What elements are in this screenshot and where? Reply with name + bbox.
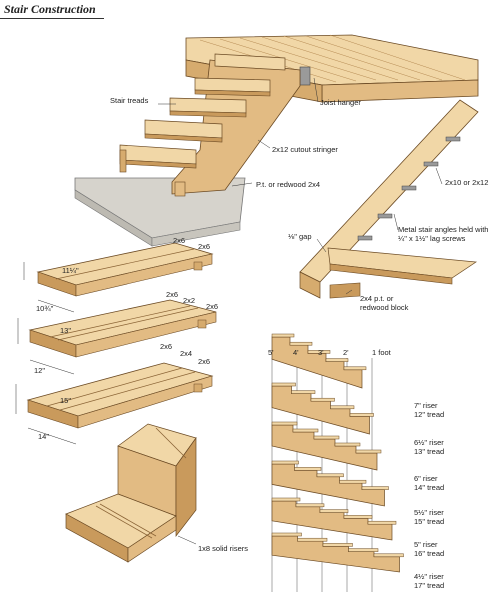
- ratio-6-tread-cap: [297, 537, 328, 542]
- ratio-2-tread-cap: [330, 405, 355, 410]
- tread1-depth: 11¼": [62, 266, 79, 275]
- scale-mark-3ft: 3': [318, 348, 324, 357]
- ratio-1-tread-cap: [289, 341, 313, 346]
- ratio-4-tread-cap: [271, 460, 299, 465]
- ratio-5-tread-cap: [343, 515, 373, 519]
- label-cutout-stringer: 2x12 cutout stringer: [272, 145, 338, 154]
- ratio-2-tread-cap: [271, 382, 296, 387]
- ratio-3-tread-cap: [292, 428, 319, 433]
- solid-risers-view: [65, 423, 197, 563]
- ratio-stringer-1: [271, 336, 363, 389]
- ratio-4-riser: 5½" riser: [414, 508, 444, 517]
- tread1-board-2: 2x6: [198, 242, 211, 251]
- title-underline: [0, 18, 104, 19]
- tread1-board-1: 2x6: [173, 236, 186, 245]
- label-block: 2x4 p.t. or redwood block: [360, 294, 409, 312]
- ratio-6-tread-cap: [348, 548, 379, 552]
- tread2-board-1: 2x6: [166, 290, 179, 299]
- ratio-4-tread: 15" tread: [414, 517, 445, 526]
- ratio-1-tread-cap: [343, 366, 367, 371]
- ratio-1-tread-cap: [271, 333, 295, 338]
- ratio-3-tread-cap: [271, 421, 298, 426]
- figure-title: Stair Construction: [4, 2, 96, 16]
- ratio-3-riser: 6" riser: [414, 474, 438, 483]
- scale-mark-4ft: 4': [293, 348, 299, 357]
- scale-mark-2ft: 2': [343, 348, 349, 357]
- ratio-6-riser: 4½" riser: [414, 572, 444, 581]
- ratio-2-tread: 13" tread: [414, 447, 445, 456]
- tread2-board-2: 2x2: [183, 296, 196, 305]
- tread2-depth: 13": [60, 326, 72, 335]
- label-solid-risers: 1x8 solid risers: [198, 544, 249, 553]
- dimension-lines: [15, 262, 77, 445]
- label-gap: ⅛" gap: [288, 232, 312, 241]
- tread3-depth: 15": [60, 396, 72, 405]
- ratio-4-tread-cap: [316, 473, 344, 478]
- tread2-board-3: 2x6: [206, 302, 219, 311]
- ratio-2-riser: 6½" riser: [414, 438, 444, 447]
- ratio-1-tread-cap: [307, 350, 331, 354]
- ratio-5-tread-cap: [271, 497, 301, 502]
- ratio-3-tread-cap: [334, 442, 361, 447]
- ratio-1-tread-cap: [325, 358, 349, 362]
- main-stair-view: [74, 34, 479, 247]
- ratio-4-tread-cap: [294, 467, 322, 471]
- ratio-6-tread: 17" tread: [414, 581, 445, 590]
- ratio-5-tread-cap: [367, 520, 397, 525]
- ratio-5-tread-cap: [319, 509, 349, 513]
- support-block: [329, 282, 361, 299]
- ratio-4-tread-cap: [361, 486, 389, 490]
- ratio-3-tread-cap: [355, 449, 382, 454]
- label-metal-angles: Metal stair angles held with ¼" x 1½" la…: [398, 225, 489, 243]
- ratio-1-riser: 7" riser: [414, 401, 438, 410]
- riser-tread-ratios: [271, 333, 404, 592]
- stair-steps: [119, 53, 286, 197]
- tread3-board-2: 2x4: [180, 349, 193, 358]
- side-stringer-view: [299, 99, 479, 299]
- ratio-6-tread-cap: [271, 532, 302, 537]
- tread2-width: 12": [34, 366, 46, 375]
- ratio-2-tread-cap: [291, 390, 316, 394]
- label-pt-redwood: P.t. or redwood 2x4: [256, 180, 321, 189]
- label-joist-hanger: Joist hanger: [320, 98, 361, 107]
- ratio-5-tread: 16" tread: [414, 549, 445, 558]
- joist-hanger-icon: [299, 66, 311, 86]
- label-stringer-size: 2x10 or 2x12: [445, 178, 489, 187]
- ratio-2-tread-cap: [349, 413, 374, 417]
- tread3-board-1: 2x6: [160, 342, 173, 351]
- ratio-2-tread-cap: [310, 397, 335, 402]
- ratio-3-tread: 14" tread: [414, 483, 445, 492]
- tread3-width: 14": [38, 432, 50, 441]
- tread-options: [15, 242, 217, 445]
- ratio-1-tread: 12" tread: [414, 410, 445, 419]
- scale-mark-5ft: 5': [268, 348, 274, 357]
- metal-stair-angles: [357, 136, 461, 241]
- ratio-5-riser: 5" riser: [414, 540, 438, 549]
- tread1-width: 10¾": [36, 304, 54, 313]
- ratio-5-tread-cap: [295, 503, 325, 508]
- scale-mark-1ft: 1 foot: [372, 348, 391, 357]
- ratio-3-tread-cap: [313, 435, 340, 440]
- ratio-4-tread-cap: [339, 479, 367, 484]
- ratio-6-tread-cap: [373, 553, 404, 558]
- tread3-board-3: 2x6: [198, 357, 211, 366]
- label-stair-treads: Stair treads: [110, 96, 149, 105]
- ratio-6-tread-cap: [322, 543, 353, 547]
